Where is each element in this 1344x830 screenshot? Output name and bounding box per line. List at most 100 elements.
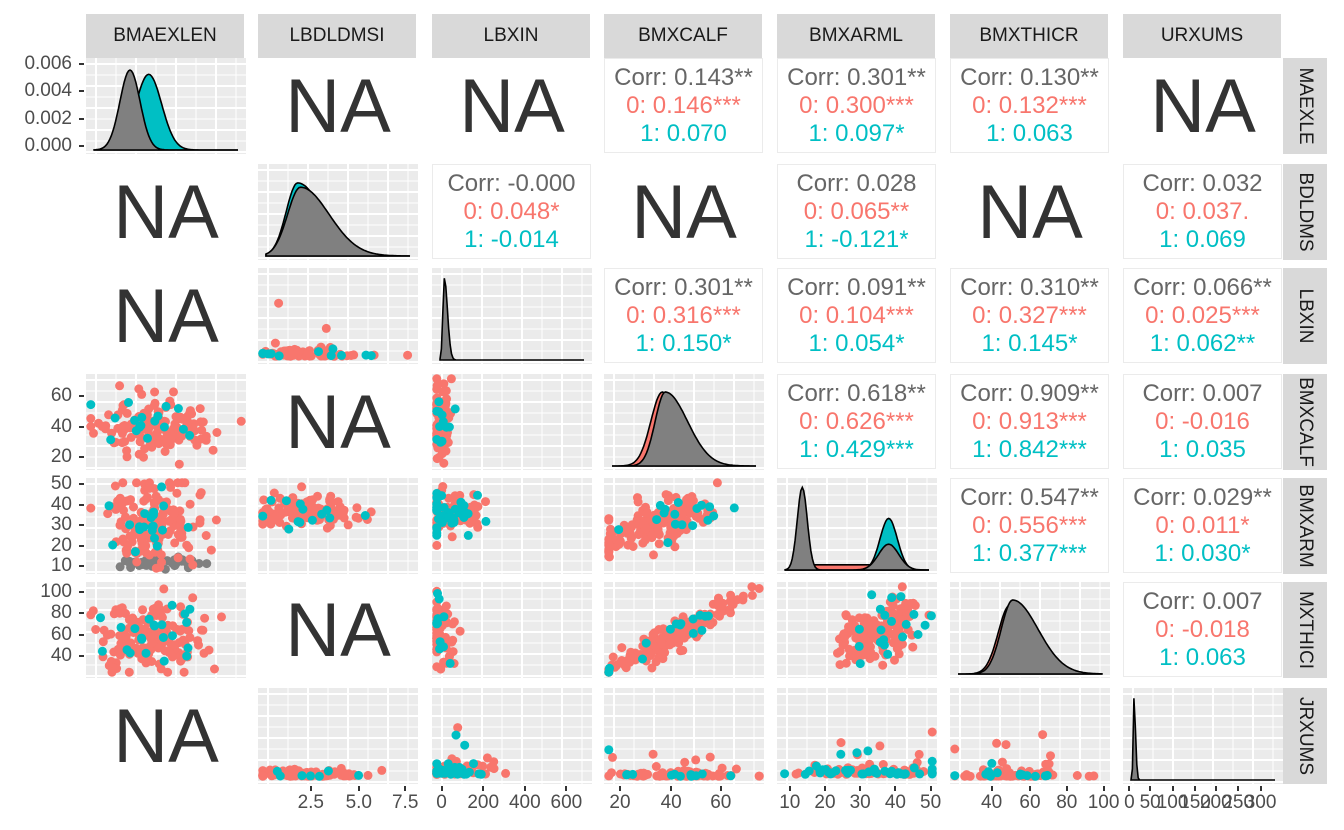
x-tick-label: 100 — [1156, 792, 1189, 813]
scatter-point — [927, 768, 937, 778]
scatter-point — [887, 593, 897, 603]
scatter-point — [262, 504, 272, 514]
scatter-point — [665, 640, 675, 650]
y-tick-label: 0.002 — [24, 107, 72, 129]
scatter-point — [103, 509, 113, 519]
scatter-point — [351, 512, 361, 522]
y-tick-label: 60 — [50, 385, 72, 406]
density-curve — [612, 391, 756, 467]
scatter-point — [86, 414, 96, 423]
y-tick-mark — [79, 503, 84, 506]
scatter-point — [159, 422, 169, 432]
panel-5-5 — [950, 582, 1110, 678]
scatter-point — [438, 482, 448, 491]
scatter-point — [950, 771, 960, 781]
scatter-point — [640, 535, 650, 545]
correlation-box: Corr: 0.028 0: 0.065** 1: -0.121* — [777, 164, 936, 259]
correlation-group-0: 0: 0.146*** — [626, 91, 741, 119]
scatter-point — [726, 590, 736, 600]
scatter-point — [117, 428, 127, 438]
scatter-point — [176, 514, 185, 524]
scatter-point — [327, 498, 337, 508]
scatter-point — [915, 769, 925, 779]
scatter-point — [108, 540, 118, 550]
scatter-point — [634, 519, 644, 529]
x-tick-mark — [824, 786, 826, 791]
correlation-box: Corr: 0.547** 0: 0.556*** 1: 0.377*** — [950, 478, 1109, 573]
scatter-point — [137, 412, 147, 422]
x-tick-label: 50 — [1139, 792, 1161, 813]
panel-5-4 — [777, 582, 937, 678]
y-tick-mark — [79, 524, 84, 526]
panel-3-2 — [432, 374, 592, 470]
x-tick-mark — [1029, 786, 1031, 791]
scatter-point — [432, 766, 442, 776]
scatter-point — [705, 752, 715, 762]
scatter-point — [447, 518, 457, 528]
scatter-point — [691, 755, 701, 765]
correlation-total: Corr: 0.066** — [1133, 273, 1272, 301]
scatter-point — [86, 503, 96, 513]
scatter-point — [454, 506, 464, 516]
scatter-point — [176, 412, 186, 422]
scatter-point — [343, 520, 353, 530]
scatter-point — [185, 499, 195, 509]
scatter-point — [960, 771, 970, 781]
scatter-point — [274, 503, 284, 513]
scatter-point — [170, 561, 180, 571]
scatter-point — [100, 424, 110, 434]
x-tick-label: 80 — [1056, 792, 1078, 813]
scatter-point — [129, 513, 139, 523]
scatter-point — [444, 652, 454, 662]
scatter-point — [875, 741, 885, 751]
scatter-point — [403, 350, 413, 360]
scatter-point — [604, 547, 614, 557]
scatter-point — [432, 381, 442, 391]
scatter-point — [1005, 771, 1015, 781]
scatter-point — [169, 640, 179, 650]
scatter-point — [894, 649, 904, 659]
panel-3-3 — [604, 374, 764, 470]
na-label: NA — [631, 169, 737, 255]
x-tick-label: 5.0 — [345, 792, 372, 813]
scatter-point — [325, 513, 335, 523]
scatter-point — [432, 505, 442, 515]
na-label: NA — [285, 587, 391, 673]
x-tick-mark — [859, 786, 862, 791]
scatter-point — [844, 622, 853, 632]
scatter-point — [878, 660, 888, 670]
scatter-point — [211, 515, 221, 525]
scatter-point — [274, 298, 284, 308]
row-strip-label: MAEXLE — [1283, 58, 1327, 154]
scatter-point — [366, 351, 376, 361]
x-tick-mark — [1171, 786, 1174, 791]
scatter-point — [445, 658, 455, 668]
x-tick-mark — [482, 786, 485, 791]
scatter-point — [185, 406, 195, 416]
scatter-point — [688, 628, 698, 638]
correlation-group-1: 1: 0.097* — [808, 119, 905, 147]
y-tick-mark — [79, 90, 84, 93]
scatter-point — [463, 509, 473, 519]
scatter-point — [184, 543, 194, 553]
scatter-point — [360, 511, 370, 520]
scatter-point — [473, 522, 483, 532]
scatter-point — [164, 516, 174, 526]
scatter-point — [98, 637, 108, 647]
scatter-point — [950, 744, 960, 754]
scatter-point — [178, 635, 188, 645]
scatter-point — [606, 524, 615, 534]
scatter-point — [86, 400, 96, 410]
scatter-point — [272, 766, 282, 776]
scatter-point — [659, 508, 669, 518]
scatter-point — [913, 630, 923, 639]
correlation-box: Corr: 0.301** 0: 0.316*** 1: 0.150* — [604, 268, 763, 363]
scatter-point — [833, 648, 842, 658]
x-tick-label: 0 — [436, 792, 447, 813]
scatter-point — [208, 445, 218, 455]
correlation-group-0: 0: 0.913*** — [972, 407, 1087, 435]
x-tick-mark — [309, 786, 312, 791]
scatter-point — [138, 542, 148, 552]
scatter-point — [125, 648, 135, 658]
correlation-group-0: 0: 0.025*** — [1145, 301, 1260, 329]
